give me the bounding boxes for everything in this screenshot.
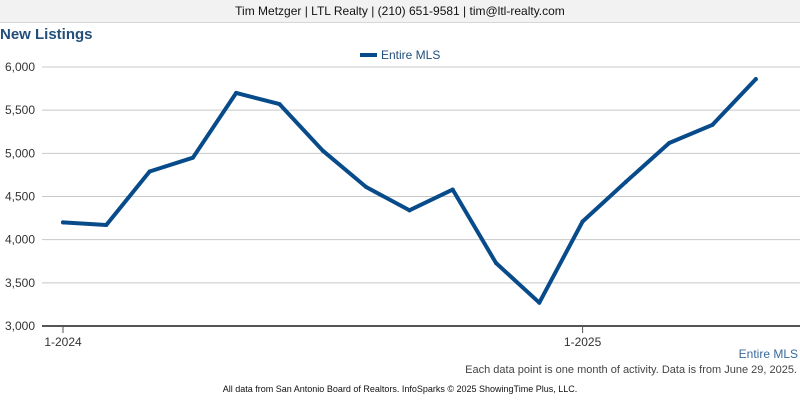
data-point[interactable]: [537, 300, 542, 305]
x-axis: [42, 325, 800, 333]
y-tick-label: 3,500: [5, 276, 35, 290]
data-point[interactable]: [580, 219, 585, 224]
y-tick-label: 4,500: [5, 190, 35, 204]
data-point[interactable]: [710, 122, 715, 127]
data-point[interactable]: [494, 260, 498, 265]
series-line-entire-mls[interactable]: [61, 77, 758, 305]
legend-swatch: [360, 52, 377, 57]
data-point[interactable]: [407, 208, 412, 213]
data-point[interactable]: [104, 222, 109, 227]
data-point[interactable]: [753, 77, 758, 82]
y-tick-label: 6,000: [5, 60, 35, 74]
grid-lines: [42, 66, 800, 284]
data-point[interactable]: [147, 169, 152, 174]
chart-legend[interactable]: Entire MLS: [360, 47, 440, 63]
y-tick-label: 3,000: [5, 319, 35, 333]
data-point[interactable]: [190, 155, 195, 160]
contact-text: Tim Metzger | LTL Realty | (210) 651-958…: [235, 4, 565, 18]
x-tick-label: 1-2024: [44, 335, 82, 349]
chart-title: New Listings: [0, 26, 93, 43]
data-note: Each data point is one month of activity…: [465, 364, 797, 376]
legend-label: Entire MLS: [381, 48, 441, 62]
x-tick-label: 1-2025: [564, 335, 602, 349]
data-point[interactable]: [320, 148, 325, 153]
data-point[interactable]: [623, 179, 628, 184]
contact-header: Tim Metzger | LTL Realty | (210) 651-958…: [0, 0, 800, 23]
y-tick-label: 4,000: [5, 233, 35, 247]
y-tick-label: 5,500: [5, 103, 35, 117]
data-point[interactable]: [667, 140, 672, 145]
data-point[interactable]: [61, 220, 65, 225]
series-footer-label[interactable]: Entire MLS: [738, 347, 798, 361]
data-point[interactable]: [364, 185, 369, 190]
y-tick-label: 5,000: [5, 146, 35, 160]
data-point[interactable]: [450, 187, 455, 192]
x-axis-labels: 1-2024 1-2025: [44, 335, 601, 349]
data-point[interactable]: [277, 102, 282, 107]
footer-credit: All data from San Antonio Board of Realt…: [222, 384, 578, 394]
data-point[interactable]: [234, 90, 239, 95]
series-layer: [61, 77, 758, 305]
y-axis-labels: 3,000 3,500 4,000 4,500 5,000 5,500 6,000: [5, 60, 35, 333]
